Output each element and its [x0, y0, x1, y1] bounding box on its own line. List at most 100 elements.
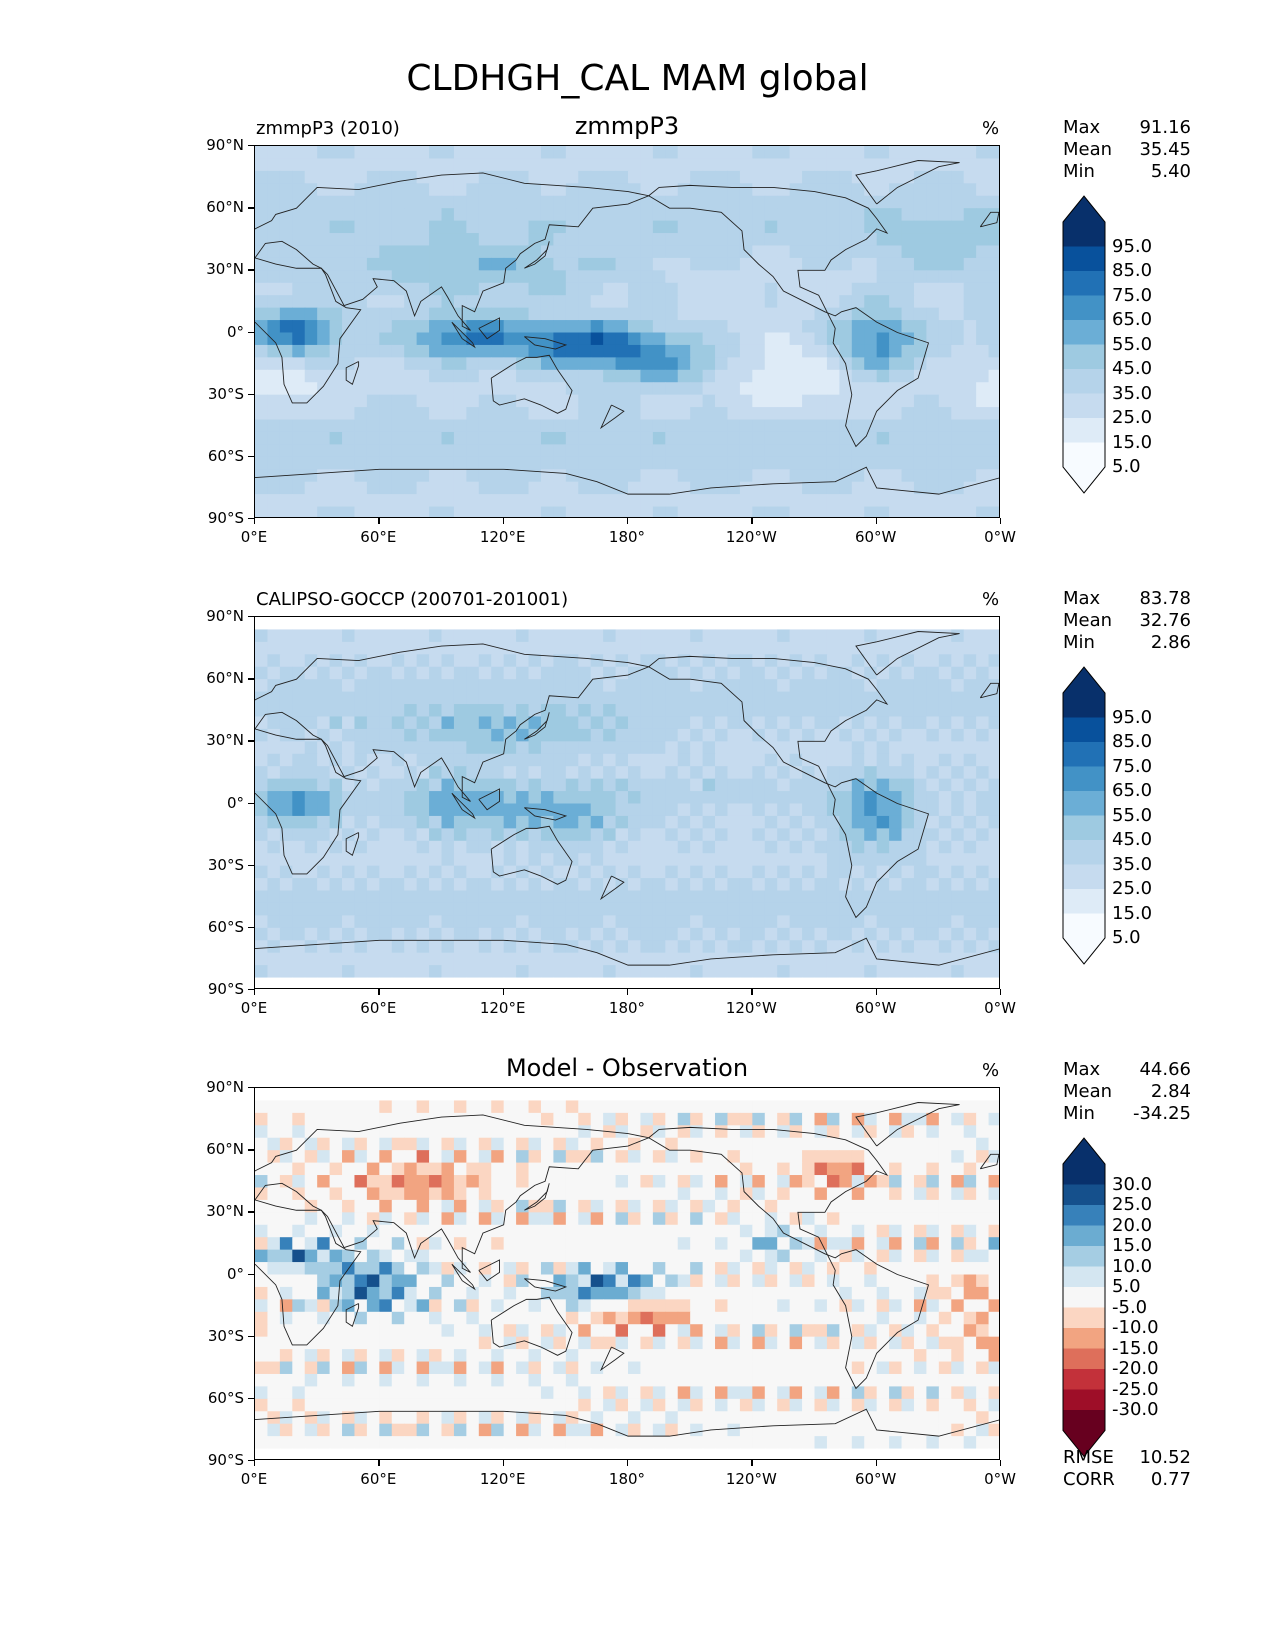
- heatmap-cell: [516, 270, 530, 284]
- heatmap-cell: [404, 407, 418, 421]
- heatmap-cell: [453, 890, 467, 904]
- heatmap-cell: [752, 878, 766, 892]
- heatmap-cell: [777, 853, 791, 867]
- heatmap-cell: [491, 1249, 505, 1263]
- heatmap-cell: [702, 1199, 716, 1213]
- heatmap-cell: [615, 1112, 629, 1126]
- heatmap-cell: [789, 494, 803, 508]
- heatmap-cell: [255, 1336, 269, 1350]
- heatmap-cell: [578, 158, 592, 172]
- heatmap-cell: [851, 1088, 865, 1102]
- heatmap-cell: [292, 257, 306, 271]
- heatmap-cell: [503, 320, 517, 334]
- heatmap-cell: [466, 641, 480, 655]
- heatmap-cell: [739, 320, 753, 334]
- heatmap-cell: [603, 394, 617, 408]
- heatmap-cell: [304, 753, 318, 767]
- heatmap-cell: [578, 902, 592, 916]
- heatmap-cell: [317, 307, 331, 321]
- heatmap-cell: [752, 865, 766, 879]
- colorbar-tick-label: 95.0: [1112, 235, 1153, 257]
- heatmap-cell: [267, 394, 281, 408]
- heatmap-cell: [802, 629, 816, 643]
- heatmap-cell: [752, 927, 766, 941]
- heatmap-cell: [789, 679, 803, 693]
- heatmap-cell: [366, 965, 380, 979]
- heatmap-cell: [441, 927, 455, 941]
- heatmap-cell: [565, 965, 579, 979]
- heatmap-cell: [926, 320, 940, 334]
- heatmap-cell: [640, 878, 654, 892]
- heatmap-cell: [814, 704, 828, 718]
- heatmap-cell: [876, 1324, 890, 1338]
- heatmap-cell: [839, 704, 853, 718]
- heatmap-cell: [715, 766, 729, 780]
- heatmap-cell: [255, 494, 269, 508]
- heatmap-cell: [503, 791, 517, 805]
- heatmap-cell: [342, 952, 356, 966]
- heatmap-cell: [528, 1286, 542, 1300]
- heatmap-cell: [640, 481, 654, 495]
- heatmap-cell: [715, 1112, 729, 1126]
- heatmap-cell: [913, 1212, 927, 1226]
- heatmap-cell: [540, 915, 554, 929]
- heatmap-cell: [391, 1187, 405, 1201]
- heatmap-cell: [429, 1137, 443, 1151]
- heatmap-cell: [727, 1199, 741, 1213]
- heatmap-cell: [814, 1237, 828, 1251]
- heatmap-cell: [913, 902, 927, 916]
- heatmap-cell: [255, 195, 269, 209]
- heatmap-cell: [640, 257, 654, 271]
- heatmap-cell: [267, 1249, 281, 1263]
- heatmap-cell: [715, 1237, 729, 1251]
- heatmap-cell: [665, 220, 679, 234]
- heatmap-cell: [814, 890, 828, 904]
- heatmap-cell: [665, 1299, 679, 1313]
- heatmap-cell: [752, 1324, 766, 1338]
- heatmap-cell: [516, 940, 530, 954]
- heatmap-cell: [416, 915, 430, 929]
- heatmap-cell: [354, 927, 368, 941]
- heatmap-cell: [628, 1175, 642, 1189]
- heatmap-cell: [652, 865, 666, 879]
- heatmap-cell: [752, 890, 766, 904]
- heatmap-cell: [926, 902, 940, 916]
- heatmap-cell: [466, 679, 480, 693]
- heatmap-cell: [764, 1274, 778, 1288]
- heatmap-cell: [628, 741, 642, 755]
- heatmap-cell: [565, 803, 579, 817]
- heatmap-cell: [342, 1286, 356, 1300]
- heatmap-cell: [677, 803, 691, 817]
- heatmap-cell: [628, 282, 642, 296]
- heatmap-cell: [876, 1249, 890, 1263]
- heatmap-cell: [628, 853, 642, 867]
- heatmap-cell: [416, 977, 430, 988]
- heatmap-cell: [690, 1162, 704, 1176]
- heatmap-cell: [429, 307, 443, 321]
- heatmap-cell: [802, 791, 816, 805]
- heatmap-cell: [839, 382, 853, 396]
- heatmap-cell: [764, 469, 778, 483]
- heatmap-cell: [329, 1175, 343, 1189]
- heatmap-cell: [889, 890, 903, 904]
- heatmap-cell: [640, 158, 654, 172]
- heatmap-cell: [466, 828, 480, 842]
- heatmap-cell: [889, 691, 903, 705]
- heatmap-cell: [864, 1212, 878, 1226]
- heatmap-cell: [951, 1299, 965, 1313]
- heatmap-cell: [404, 382, 418, 396]
- heatmap-cell: [466, 865, 480, 879]
- heatmap-cell: [926, 456, 940, 470]
- heatmap-cell: [292, 952, 306, 966]
- heatmap-cell: [404, 940, 418, 954]
- heatmap-cell: [478, 840, 492, 854]
- heatmap-cell: [503, 506, 517, 517]
- heatmap-cell: [901, 853, 915, 867]
- heatmap-cell: [503, 977, 517, 988]
- heatmap-cell: [292, 233, 306, 247]
- heatmap-cell: [329, 1162, 343, 1176]
- heatmap-cell: [503, 382, 517, 396]
- colorbar-outline: [1062, 195, 1106, 494]
- heatmap-cell: [963, 815, 977, 829]
- heatmap-cell: [528, 977, 542, 988]
